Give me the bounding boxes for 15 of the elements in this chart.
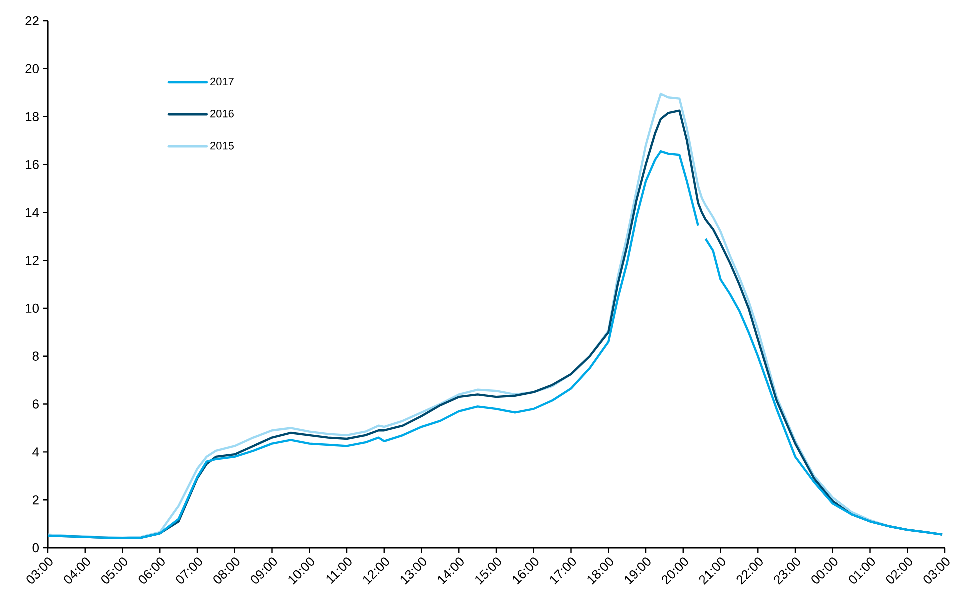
y-tick-label: 12 xyxy=(26,256,39,266)
y-tick-label: 2 xyxy=(32,496,39,505)
legend-label: 2016 xyxy=(210,110,234,118)
y-tick-label: 14 xyxy=(26,208,40,218)
y-tick-label: 20 xyxy=(26,64,39,74)
legend-label: 2015 xyxy=(210,142,234,150)
y-tick-label: 22 xyxy=(26,16,39,26)
legend-label: 2017 xyxy=(210,78,234,86)
y-tick-label: 6 xyxy=(32,400,39,409)
y-tick-label: 16 xyxy=(26,160,39,170)
y-tick-label: 8 xyxy=(32,352,39,361)
y-tick-label: 10 xyxy=(26,304,39,314)
y-tick-label: 18 xyxy=(26,112,39,122)
y-tick-label: 4 xyxy=(32,448,40,457)
y-tick-label: 0 xyxy=(32,543,39,553)
